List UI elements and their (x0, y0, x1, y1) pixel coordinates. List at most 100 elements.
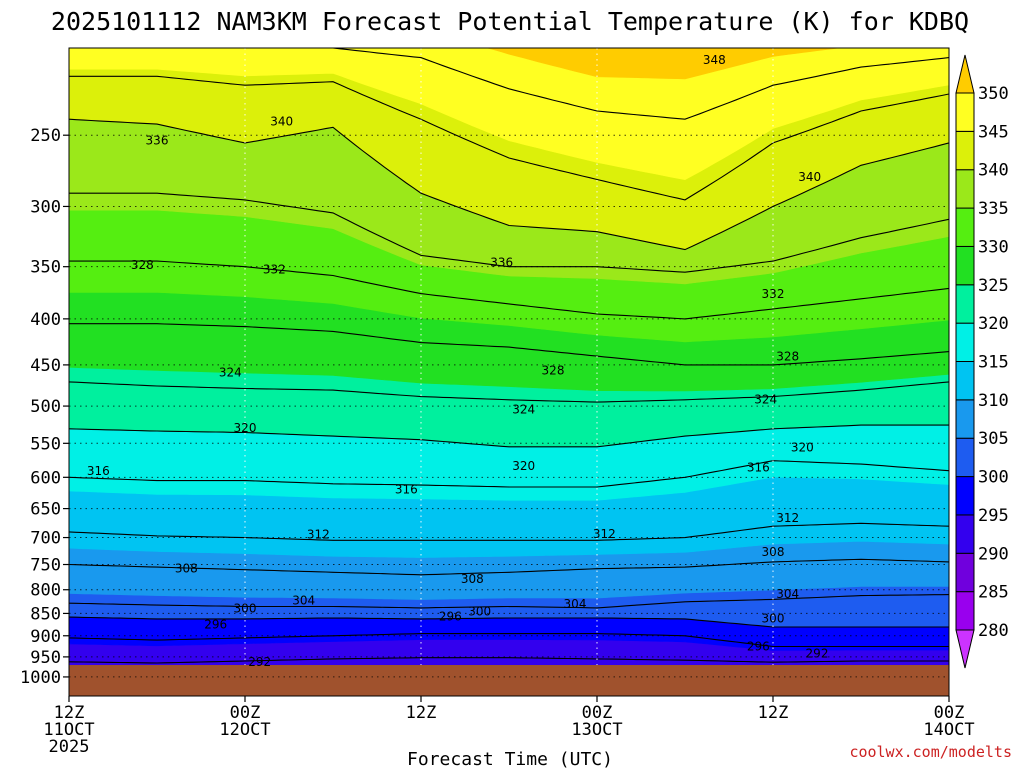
contour-label-340: 340 (270, 114, 293, 128)
contour-label-320: 320 (791, 440, 814, 454)
contour-label-324: 324 (512, 403, 535, 417)
contour-label-text: 300 (762, 611, 785, 625)
contour-label-300: 300 (762, 611, 785, 625)
contour-label-336: 336 (146, 133, 169, 147)
colorbar-box-335-340 (955, 169, 975, 209)
colorbar-label-350: 350 (978, 84, 1009, 104)
plot-area: 348 340 340 336 336 332 332 328 328 328 324 324 324 3… (69, 48, 949, 696)
colorbar-box-325-330 (955, 245, 975, 286)
contour-label-300: 300 (234, 601, 257, 615)
x-tick-label-60-line2: 14OCT (923, 720, 974, 740)
contour-label-320: 320 (512, 459, 535, 473)
theta-band-350-up (69, 48, 949, 80)
x-tick-label-24-line1: 12Z (406, 703, 437, 723)
colorbar-label-310: 310 (978, 391, 1009, 411)
contour-label-324: 324 (754, 392, 777, 406)
contour-label-text: 308 (762, 545, 785, 559)
contour-label-text: 296 (747, 640, 770, 654)
contour-label-text: 324 (219, 365, 242, 379)
contour-label-text: 320 (512, 459, 535, 473)
contour-line-300 (69, 616, 949, 628)
contour-line-324 (69, 381, 949, 403)
contour-label-text: 308 (175, 562, 198, 576)
contour-label-328: 328 (131, 258, 154, 272)
contour-label-332: 332 (762, 287, 785, 301)
colorbar-label-330: 330 (978, 237, 1009, 257)
chart-title: 2025101112 NAM3KM Forecast Potential Tem… (51, 7, 969, 36)
contour-label-text: 320 (234, 421, 257, 435)
contour-label-340: 340 (798, 170, 821, 184)
contour-label-text: 312 (776, 511, 799, 525)
colorbar-box-305-310 (955, 399, 975, 439)
contour-line-292 (69, 657, 949, 664)
colorbar-label-295: 295 (978, 506, 1009, 526)
colorbar-label-325: 325 (978, 276, 1009, 296)
colorbar-box-340-345 (955, 130, 975, 171)
contour-label-text: 292 (248, 655, 271, 669)
y-tick-label-350: 350 (30, 258, 61, 278)
colorbar-box-280-285 (955, 591, 975, 631)
contour-label-308: 308 (175, 562, 198, 576)
contour-label-text: 336 (490, 256, 513, 270)
colorbar-box-285-290 (955, 552, 975, 593)
theta-color-bands (69, 48, 949, 696)
contour-label-336: 336 (490, 256, 513, 270)
contour-label-text: 328 (776, 350, 799, 364)
contour-label-text: 292 (806, 646, 829, 660)
x-tick-label-0-line2: 11OCT (43, 720, 94, 740)
y-tick-label-750: 750 (30, 556, 61, 576)
y-tick-label-850: 850 (30, 604, 61, 624)
colorbar-label-345: 345 (978, 122, 1009, 142)
contour-line-304 (69, 594, 949, 609)
ground-layer (69, 665, 949, 696)
y-tick-label-300: 300 (30, 197, 61, 217)
colorbar-label-280: 280 (978, 621, 1009, 641)
contour-label-text: 304 (776, 587, 799, 601)
contour-line-320 (69, 424, 949, 448)
contour-label-text: 296 (439, 610, 462, 624)
colorbar: 280 285 290 295 300 305 310 315 320 325 330 335 340 3… (955, 54, 1009, 669)
contour-label-304: 304 (292, 593, 315, 607)
contour-label-312: 312 (593, 527, 616, 541)
contour-label-text: 316 (87, 464, 110, 478)
contour-label-text: 332 (263, 262, 286, 276)
contour-label-text: 320 (791, 440, 814, 454)
colorbar-box-320-325 (955, 284, 975, 324)
contour-label-312: 312 (776, 511, 799, 525)
contour-label-text: 328 (542, 364, 565, 378)
contour-label-304: 304 (564, 597, 587, 611)
x-tick-label-0-line3: 2025 (49, 737, 90, 757)
colorbar-label-335: 335 (978, 199, 1009, 219)
contour-label-292: 292 (248, 655, 271, 669)
colorbar-box-330-335 (955, 207, 975, 247)
contour-label-328: 328 (542, 364, 565, 378)
y-tick-label-650: 650 (30, 500, 61, 520)
plot-frame (68, 47, 950, 697)
contour-line-316 (69, 460, 949, 488)
y-tick-label-700: 700 (30, 529, 61, 549)
contour-line-340 (69, 118, 949, 251)
contour-label-304: 304 (776, 587, 799, 601)
contour-label-296: 296 (747, 640, 770, 654)
contour-label-316: 316 (87, 464, 110, 478)
contour-label-324: 324 (219, 365, 242, 379)
colorbar-label-285: 285 (978, 583, 1009, 603)
contour-label-292: 292 (806, 646, 829, 660)
y-tick-label-500: 500 (30, 397, 61, 417)
colorbar-label-315: 315 (978, 353, 1009, 373)
y-tick-label-250: 250 (30, 126, 61, 146)
contour-label-308: 308 (762, 545, 785, 559)
y-tick-label-450: 450 (30, 356, 61, 376)
contour-label-text: 304 (564, 597, 587, 611)
contour-label-328: 328 (776, 350, 799, 364)
contour-labels: 348 340 340 336 336 332 332 328 328 328 324 324 324 3… (87, 53, 829, 669)
contour-line-332 (69, 260, 949, 320)
contour-label-300: 300 (468, 605, 491, 619)
colorbar-label-290: 290 (978, 544, 1009, 564)
contour-label-text: 336 (146, 133, 169, 147)
plot-grid (69, 48, 949, 696)
source-credit: coolwx.com/modelts (849, 743, 1012, 761)
x-tick-label-48-line1: 12Z (758, 703, 789, 723)
contour-label-308: 308 (461, 572, 484, 586)
colorbar-max-triangle (955, 54, 975, 94)
